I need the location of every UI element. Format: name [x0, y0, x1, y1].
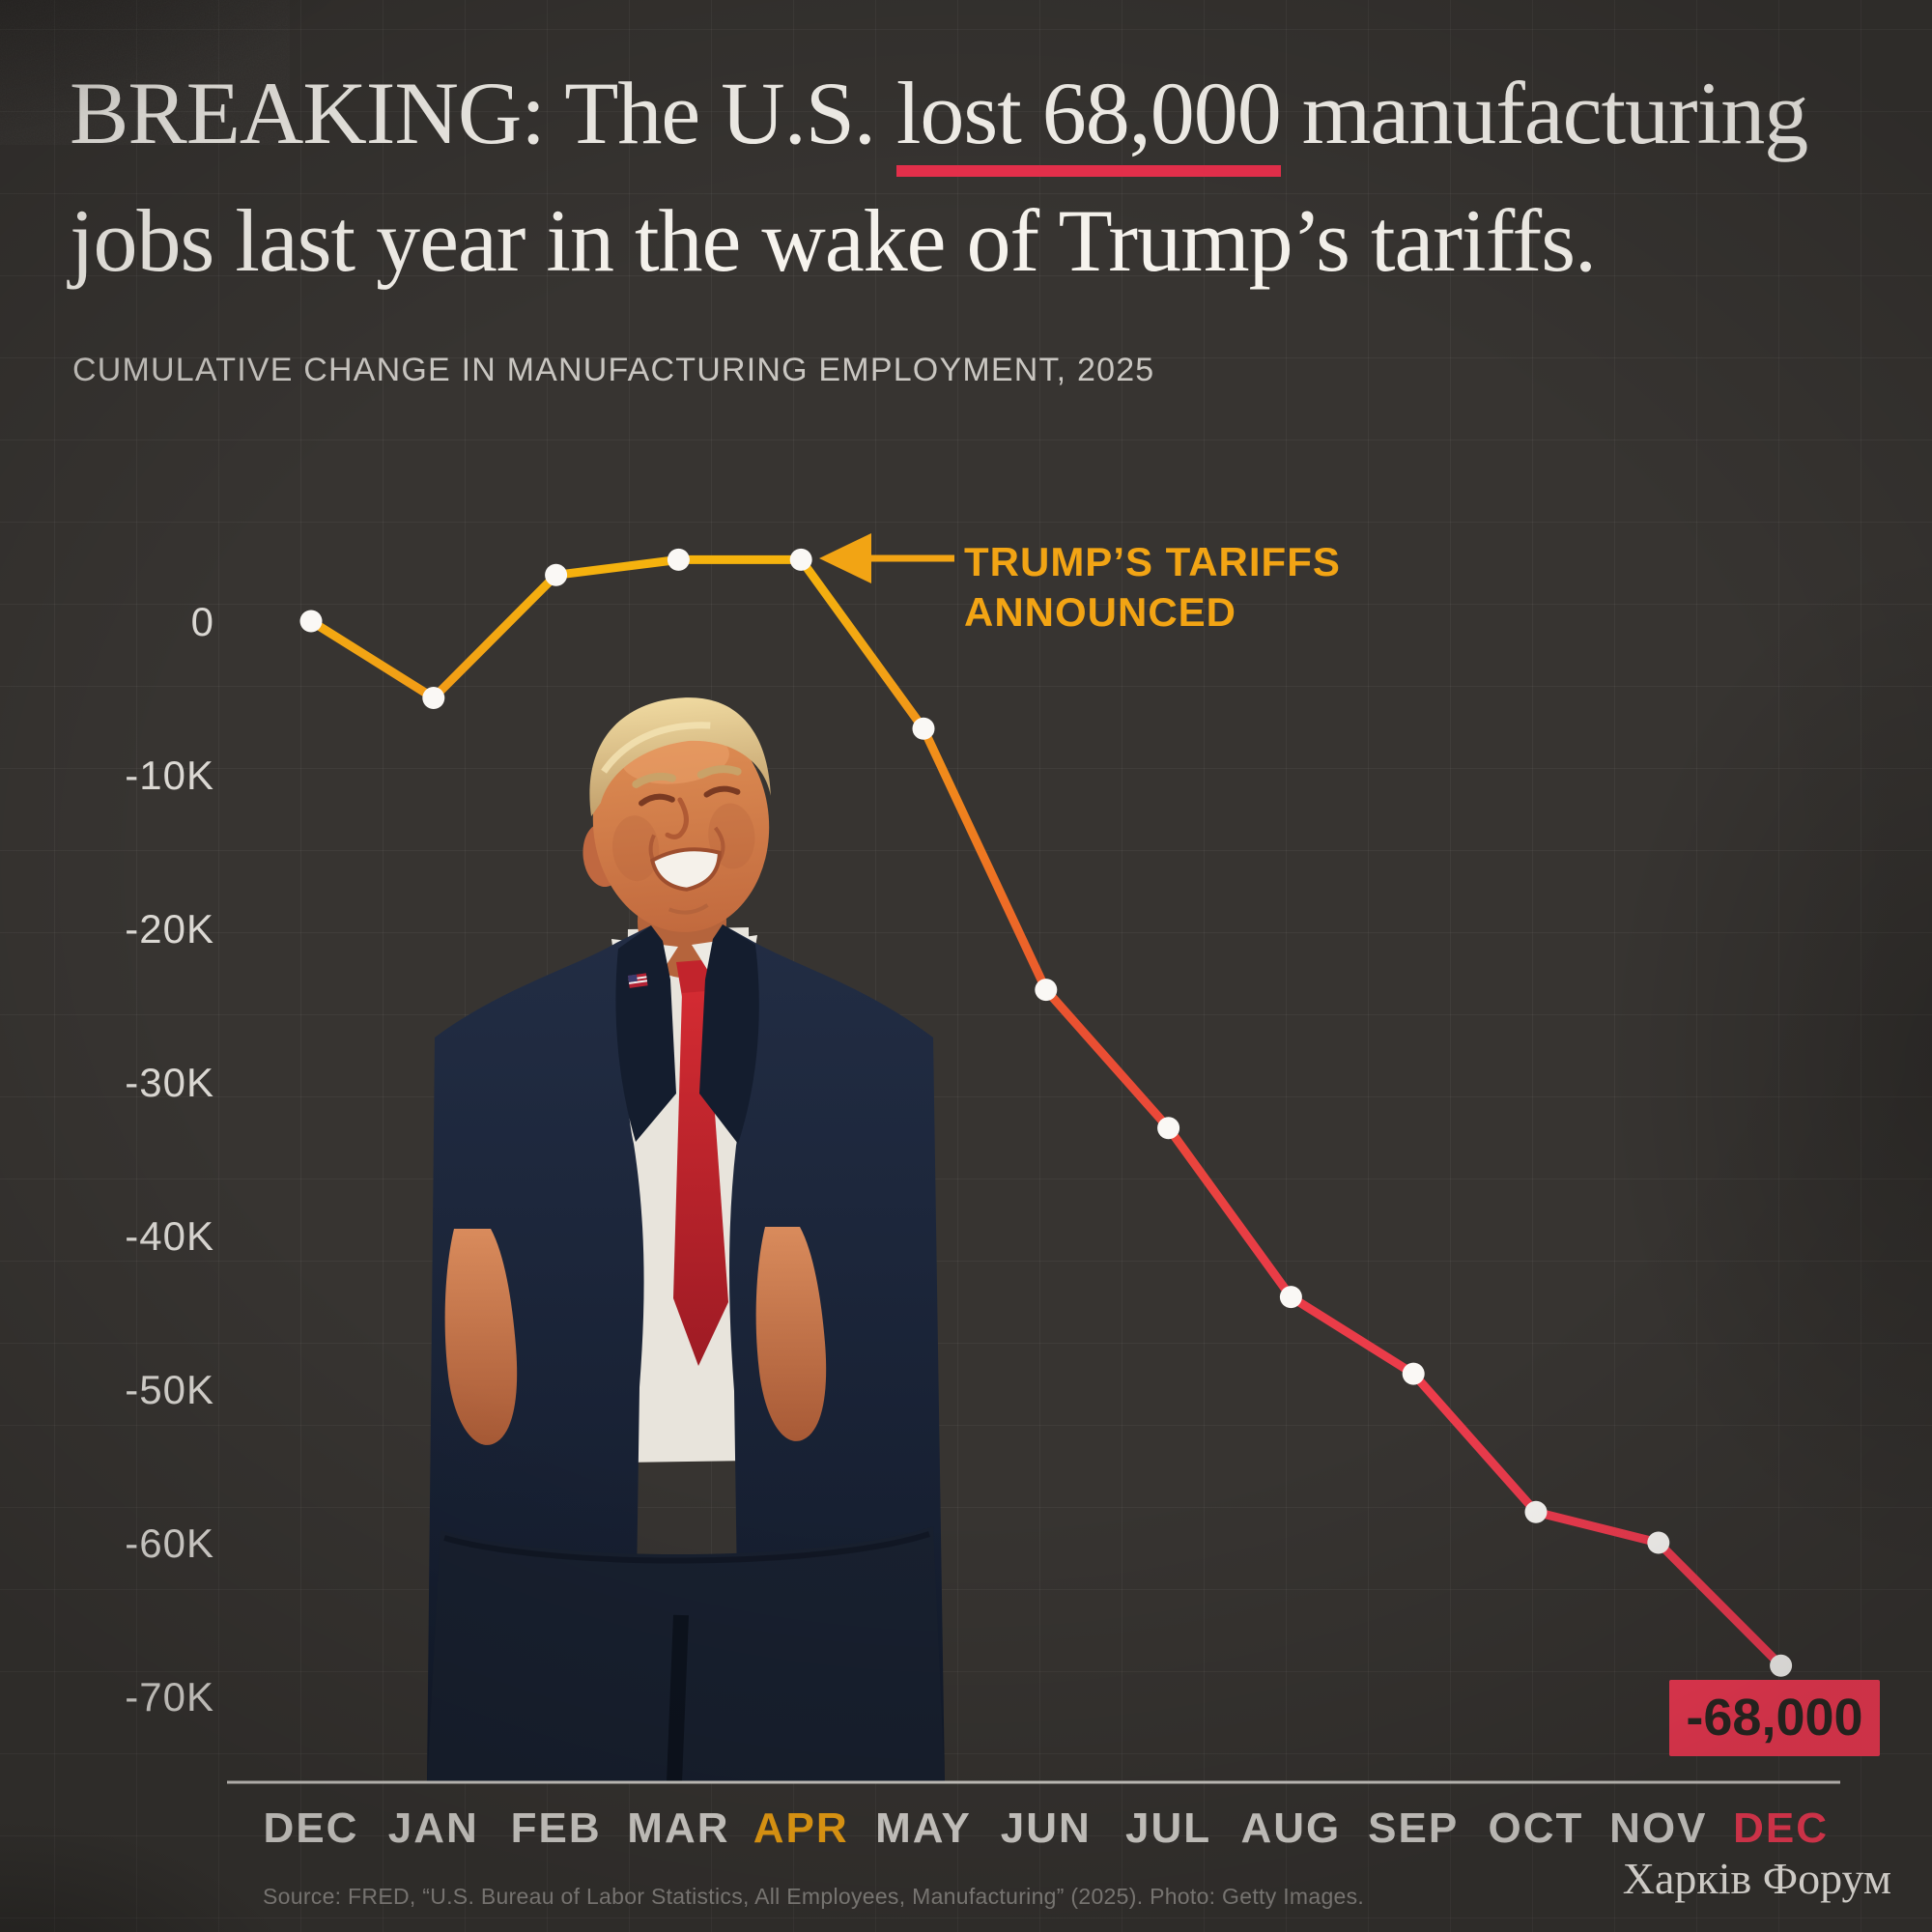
x-label-sep-9: SEP	[1368, 1804, 1459, 1852]
data-point-jul-7	[1157, 1117, 1180, 1140]
data-point-dec-0	[299, 610, 323, 633]
end-value-text: -68,000	[1686, 1689, 1862, 1747]
annotation-line2: ANNOUNCED	[964, 589, 1236, 635]
y-tick-label: -40K	[125, 1213, 214, 1259]
y-tick-label: -70K	[125, 1674, 214, 1719]
x-label-jul-7: JUL	[1125, 1804, 1211, 1852]
end-value-callout: -68,000	[1669, 1680, 1880, 1756]
data-point-nov-11	[1647, 1531, 1670, 1554]
x-label-may-5: MAY	[875, 1804, 972, 1852]
x-label-oct-10: OCT	[1489, 1804, 1584, 1852]
x-label-mar-3: MAR	[627, 1804, 729, 1852]
employment-line	[306, 554, 1786, 1670]
source-credit: Source: FRED, “U.S. Bureau of Labor Stat…	[263, 1884, 1365, 1909]
y-tick-label: -10K	[125, 753, 214, 798]
y-tick-label: -60K	[125, 1520, 214, 1566]
x-label-apr-4: APR	[753, 1804, 849, 1852]
data-point-sep-9	[1402, 1362, 1425, 1385]
data-point-mar-3	[667, 548, 690, 571]
x-label-nov-11: NOV	[1609, 1804, 1707, 1852]
data-point-feb-2	[545, 563, 568, 586]
x-label-jun-6: JUN	[1001, 1804, 1092, 1852]
data-point-dec-12	[1770, 1654, 1793, 1677]
annotation-line1: TRUMP’S TARIFFS	[964, 539, 1341, 584]
y-tick-label: -50K	[125, 1367, 214, 1412]
x-label-feb-2: FEB	[511, 1804, 602, 1852]
y-tick-label: -20K	[125, 906, 214, 952]
y-tick-label: 0	[191, 599, 214, 644]
x-label-jan-1: JAN	[388, 1804, 479, 1852]
data-point-aug-8	[1279, 1286, 1302, 1309]
x-label-aug-8: AUG	[1241, 1804, 1342, 1852]
data-point-apr-4	[789, 548, 812, 571]
x-label-dec-0: DEC	[264, 1804, 359, 1852]
x-label-dec-12: DEC	[1733, 1804, 1829, 1852]
y-tick-label: -30K	[125, 1060, 214, 1105]
tariff-annotation: TRUMP’S TARIFFS ANNOUNCED	[819, 533, 1341, 635]
data-point-jan-1	[422, 687, 445, 709]
data-point-may-5	[912, 717, 935, 740]
data-point-jun-6	[1035, 979, 1058, 1002]
data-point-oct-10	[1524, 1500, 1548, 1523]
watermark: Харків Форум	[1622, 1854, 1891, 1903]
arrow-left-icon	[819, 533, 871, 583]
